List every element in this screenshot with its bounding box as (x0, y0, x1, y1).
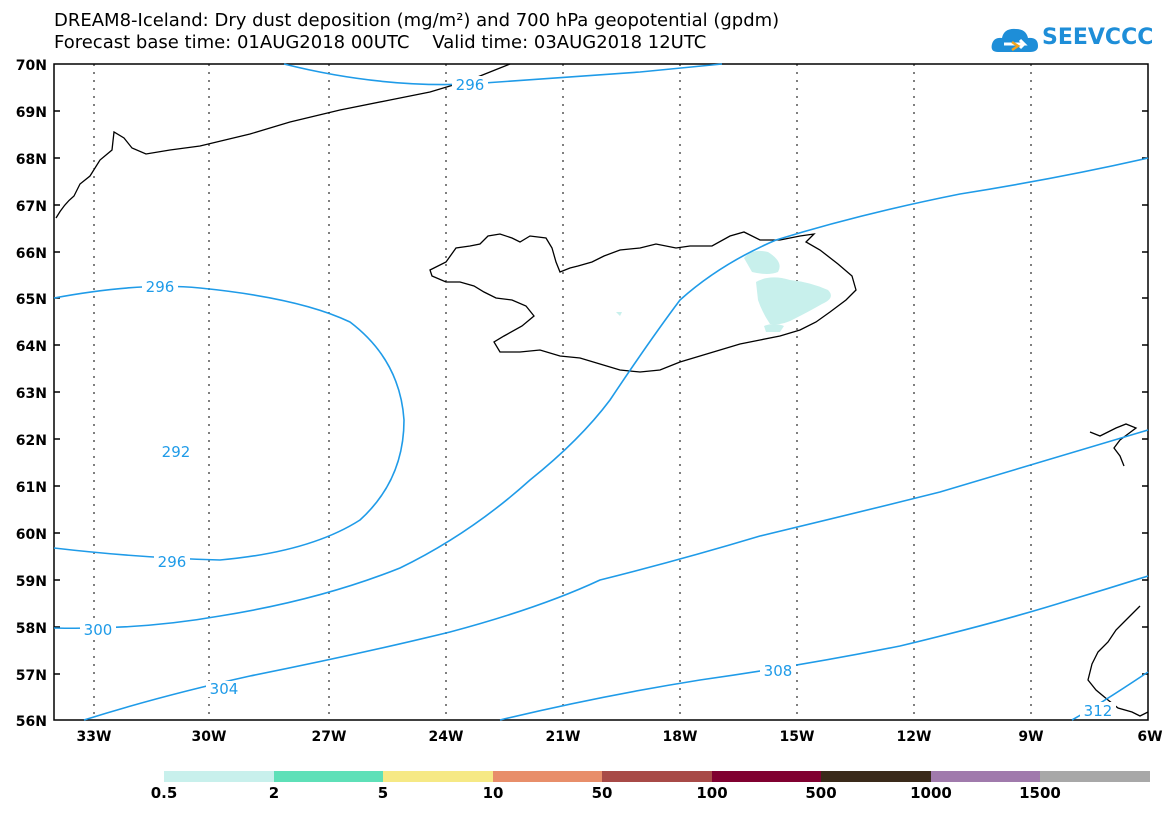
colorbar-label: 2 (268, 784, 280, 802)
graticule (93, 64, 1032, 720)
colorbar-label: 1000 (910, 784, 952, 802)
colorbar-segment (164, 771, 274, 782)
contour-labels: 296 296 292 296 300 304 308 312 (80, 76, 1116, 720)
lon-label: 15W (780, 729, 815, 745)
iceland-coast (429, 231, 857, 373)
contour-label-296: 296 (146, 278, 175, 296)
logo-text: SEEVCCC (1042, 25, 1154, 50)
lat-label: 58N (16, 621, 47, 637)
greenland-coast (55, 63, 511, 219)
map-time-info: Forecast base time: 01AUG2018 00UTC Vali… (54, 32, 707, 53)
lon-label: 18W (663, 729, 698, 745)
seevccc-logo: SEEVCCC (990, 20, 1154, 60)
colorbar-segment (712, 771, 821, 782)
lat-label: 63N (16, 386, 47, 402)
lat-label: 57N (16, 668, 47, 684)
cloud-logo-icon (991, 28, 1038, 52)
lat-label: 59N (16, 574, 47, 590)
contour-label-296: 296 (158, 553, 187, 571)
lon-label: 30W (192, 729, 227, 745)
lat-label: 69N (16, 105, 47, 121)
lon-label: 21W (546, 729, 581, 745)
lon-label: 6W (1137, 729, 1162, 745)
colorbar-segment (383, 771, 493, 782)
contour-300 (53, 157, 1149, 630)
lat-label: 67N (16, 199, 47, 215)
map-frame (53, 63, 1149, 721)
faroe-islands (1089, 423, 1138, 467)
lon-label: 33W (77, 729, 112, 745)
colorbar-label: 0.5 (150, 784, 178, 802)
lat-label: 60N (16, 527, 47, 543)
map-title: DREAM8-Iceland: Dry dust deposition (mg/… (54, 10, 780, 31)
contour-label-292: 292 (162, 443, 191, 461)
colorbar-segment (602, 771, 712, 782)
contour-296-north (283, 63, 723, 86)
colorbar-segment (274, 771, 383, 782)
contour-304 (83, 429, 1149, 721)
lat-labels: 70N 69N 68N 67N 66N 65N 64N 63N 62N 61N … (16, 58, 47, 730)
contour-296-closed (53, 285, 405, 561)
dust-deposition-area (616, 250, 831, 332)
coastlines (55, 63, 1149, 717)
colorbar-label: 10 (482, 784, 504, 802)
lat-label: 64N (16, 339, 47, 355)
lat-label: 65N (16, 292, 47, 308)
lat-label: 70N (16, 58, 47, 74)
lat-label: 68N (16, 152, 47, 168)
colorbar-label: 5 (377, 784, 389, 802)
contour-312 (1071, 671, 1149, 721)
lon-labels: 33W 30W 27W 24W 21W 18W 15W 12W 9W 6W (77, 729, 1163, 745)
lat-label: 66N (16, 246, 47, 262)
colorbar-label: 1500 (1019, 784, 1061, 802)
colorbar-label: 50 (591, 784, 613, 802)
contour-label-304: 304 (210, 680, 239, 698)
colorbar-segment (931, 771, 1040, 782)
lat-label: 61N (16, 480, 47, 496)
colorbar-segment (493, 771, 602, 782)
geopotential-contours (53, 63, 1149, 721)
scotland-coast (1087, 605, 1149, 717)
contour-label-312: 312 (1084, 702, 1113, 720)
lat-label: 56N (16, 714, 47, 730)
colorbar-label: 500 (805, 784, 837, 802)
lon-label: 24W (429, 729, 464, 745)
lon-label: 9W (1018, 729, 1043, 745)
colorbar-segment (1040, 771, 1150, 782)
contour-308 (499, 575, 1149, 721)
colorbar-segment (821, 771, 931, 782)
contour-label-300: 300 (84, 621, 113, 639)
lat-label: 62N (16, 433, 47, 449)
lon-label: 27W (312, 729, 347, 745)
lon-label: 12W (897, 729, 932, 745)
contour-label-308: 308 (764, 662, 793, 680)
colorbar-label: 100 (696, 784, 728, 802)
contour-label-296: 296 (456, 76, 485, 94)
